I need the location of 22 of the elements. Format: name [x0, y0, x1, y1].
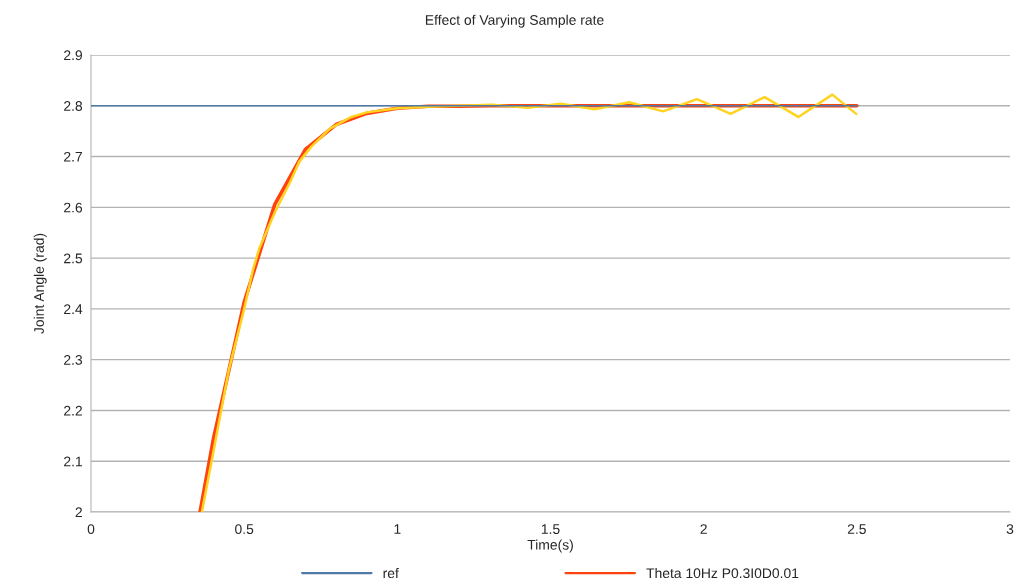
- legend-label: Theta 10Hz P0.3I0D0.01: [646, 567, 799, 579]
- x-tick-label: 1: [394, 524, 401, 534]
- y-tick-label: 2.8: [64, 101, 83, 111]
- y-tick-label: 2.9: [64, 50, 83, 61]
- y-tick-label: 2: [75, 507, 82, 518]
- x-tick-label: 1.5: [541, 524, 560, 535]
- x-tick-label: 0.5: [235, 524, 254, 535]
- y-tick-label: 2.3: [64, 355, 83, 365]
- x-tick-label: 0: [87, 524, 95, 535]
- chart-title: Effect of Varying Sample rate: [425, 14, 604, 28]
- legend-label: ref: [383, 567, 399, 579]
- x-tick-label: 2.5: [847, 524, 866, 535]
- x-axis-title: Time(s): [527, 539, 573, 553]
- y-tick-label: 2.2: [64, 405, 82, 416]
- y-tick-label: 2.7: [64, 151, 82, 162]
- x-tick-label: 3: [1006, 524, 1014, 535]
- y-tick-label: 2.6: [64, 202, 83, 213]
- y-axis-title: Joint Angle (rad): [33, 233, 47, 334]
- y-tick-label: 2.5: [64, 253, 83, 264]
- y-tick-label: 2.1: [64, 456, 82, 467]
- x-tick-label: 2: [700, 524, 707, 534]
- y-tick-label: 2.4: [64, 304, 83, 314]
